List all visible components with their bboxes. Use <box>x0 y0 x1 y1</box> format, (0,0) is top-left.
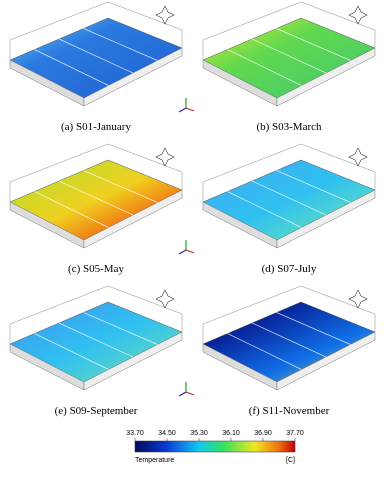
frame-outline <box>202 1 376 60</box>
ridge-line <box>227 333 302 370</box>
ridge-line <box>227 49 302 86</box>
panel: (e) S09-September <box>9 285 195 417</box>
roof-side <box>83 331 183 391</box>
compass-icon <box>155 289 175 309</box>
ridge-line <box>34 333 109 370</box>
colorbar-tick-label: 36.10 <box>222 430 240 437</box>
frame-outline <box>202 285 376 344</box>
compass-icon <box>348 147 368 167</box>
colorbar: Temperature [C] 33.70 34.50 35.30 36.10 36.9… <box>126 430 304 464</box>
frame-outline <box>202 143 376 202</box>
colorbar-tick-label: 33.70 <box>126 430 144 437</box>
ridge-line <box>58 38 134 74</box>
roof-side <box>276 47 376 107</box>
caption: (b) S03-March <box>256 121 322 133</box>
panels: (a) S01-January (b) S03-March (c) S05-May (… <box>9 1 376 417</box>
ridge-line <box>227 191 302 228</box>
frame-outline <box>9 1 183 60</box>
ridge-line <box>34 49 109 86</box>
axis-x <box>185 107 195 112</box>
colorbar-bar <box>134 440 296 453</box>
colorbar-tick-label: 37.70 <box>286 430 304 437</box>
panel: (f) S11-November <box>202 285 376 417</box>
roof-side <box>83 189 183 249</box>
caption: (d) S07-July <box>262 263 317 275</box>
ridge-line <box>276 28 351 61</box>
axis-z <box>178 249 187 255</box>
ridge-line <box>58 180 134 216</box>
colorbar-tick-label: 34.50 <box>158 430 176 437</box>
colorbar-tick-label: 36.90 <box>254 430 272 437</box>
roof-side <box>276 331 376 391</box>
panel: (c) S05-May <box>9 143 195 275</box>
ridge-line <box>251 322 327 358</box>
ridge-line <box>83 28 158 61</box>
colorbar-tick-label: 35.30 <box>190 430 208 437</box>
ridge-line <box>58 322 134 358</box>
frame-outline <box>9 285 183 344</box>
panel: (b) S03-March <box>202 1 376 133</box>
compass-icon <box>348 289 368 309</box>
caption: (a) S01-January <box>61 121 131 133</box>
ridge-line <box>251 38 327 74</box>
ridge-line <box>276 170 351 203</box>
axis-z <box>178 107 187 113</box>
compass-icon <box>155 147 175 167</box>
frame-outline <box>9 143 183 202</box>
caption: (c) S05-May <box>68 263 124 275</box>
panel: (a) S01-January <box>9 1 195 133</box>
colorbar-label: Temperature <box>135 457 174 464</box>
axis-z <box>178 391 187 397</box>
ridge-line <box>83 312 158 345</box>
axis-x <box>185 249 195 254</box>
panel: (d) S07-July <box>202 143 376 275</box>
roof-side <box>276 189 376 249</box>
roof-side <box>83 47 183 107</box>
compass-icon <box>155 5 175 25</box>
axis-x <box>185 391 195 396</box>
caption: (f) S11-November <box>249 405 330 417</box>
caption: (e) S09-September <box>55 405 138 417</box>
ridge-line <box>34 191 109 228</box>
ridge-line <box>276 312 351 345</box>
compass-icon <box>348 5 368 25</box>
ridge-line <box>83 170 158 203</box>
colorbar-unit: [C] <box>286 457 295 464</box>
ridge-line <box>251 180 327 216</box>
